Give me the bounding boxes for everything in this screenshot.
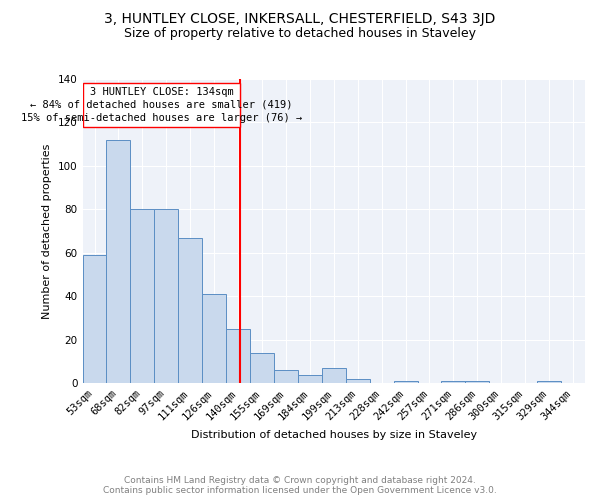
Text: ← 84% of detached houses are smaller (419): ← 84% of detached houses are smaller (41…	[30, 100, 293, 110]
Bar	[250, 353, 274, 383]
FancyBboxPatch shape	[83, 84, 241, 127]
Text: 3 HUNTLEY CLOSE: 134sqm: 3 HUNTLEY CLOSE: 134sqm	[89, 86, 233, 97]
Bar	[322, 368, 346, 383]
Text: Size of property relative to detached houses in Staveley: Size of property relative to detached ho…	[124, 28, 476, 40]
Bar	[178, 238, 202, 383]
Text: 3, HUNTLEY CLOSE, INKERSALL, CHESTERFIELD, S43 3JD: 3, HUNTLEY CLOSE, INKERSALL, CHESTERFIEL…	[104, 12, 496, 26]
Bar	[274, 370, 298, 383]
Bar	[442, 381, 466, 383]
Bar	[226, 329, 250, 383]
Bar	[154, 210, 178, 383]
Bar	[466, 381, 489, 383]
Bar	[130, 210, 154, 383]
Y-axis label: Number of detached properties: Number of detached properties	[43, 144, 52, 319]
Text: Contains HM Land Registry data © Crown copyright and database right 2024.
Contai: Contains HM Land Registry data © Crown c…	[103, 476, 497, 495]
X-axis label: Distribution of detached houses by size in Staveley: Distribution of detached houses by size …	[191, 430, 477, 440]
Bar	[537, 381, 561, 383]
Bar	[83, 255, 106, 383]
Text: 15% of semi-detached houses are larger (76) →: 15% of semi-detached houses are larger (…	[21, 112, 302, 122]
Bar	[298, 374, 322, 383]
Bar	[346, 379, 370, 383]
Bar	[106, 140, 130, 383]
Bar	[394, 381, 418, 383]
Bar	[202, 294, 226, 383]
